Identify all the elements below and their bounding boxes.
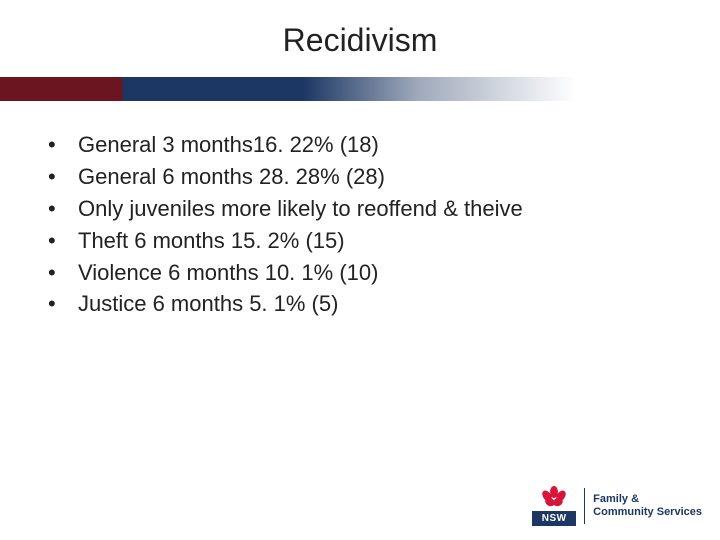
list-item: General 3 months16. 22% (18) — [44, 129, 680, 161]
agency-line1: Family & — [593, 493, 702, 506]
agency-name: Family & Community Services — [593, 493, 702, 518]
list-item: Justice 6 months 5. 1% (5) — [44, 288, 680, 320]
content-area: General 3 months16. 22% (18) General 6 m… — [0, 101, 720, 320]
list-item: Theft 6 months 15. 2% (15) — [44, 225, 680, 257]
logo-divider — [584, 488, 585, 524]
bullet-list: General 3 months16. 22% (18) General 6 m… — [44, 129, 680, 320]
list-item: General 6 months 28. 28% (28) — [44, 161, 680, 193]
waratah-icon — [540, 486, 568, 508]
list-item: Violence 6 months 10. 1% (10) — [44, 257, 680, 289]
nsw-badge: NSW — [532, 486, 576, 526]
agency-line2: Community Services — [593, 506, 702, 519]
footer-logo: NSW Family & Community Services — [532, 486, 702, 526]
page-title: Recidivism — [0, 0, 720, 77]
nsw-badge-text: NSW — [532, 511, 576, 526]
list-item: Only juveniles more likely to reoffend &… — [44, 193, 680, 225]
header-stripe — [0, 77, 720, 101]
